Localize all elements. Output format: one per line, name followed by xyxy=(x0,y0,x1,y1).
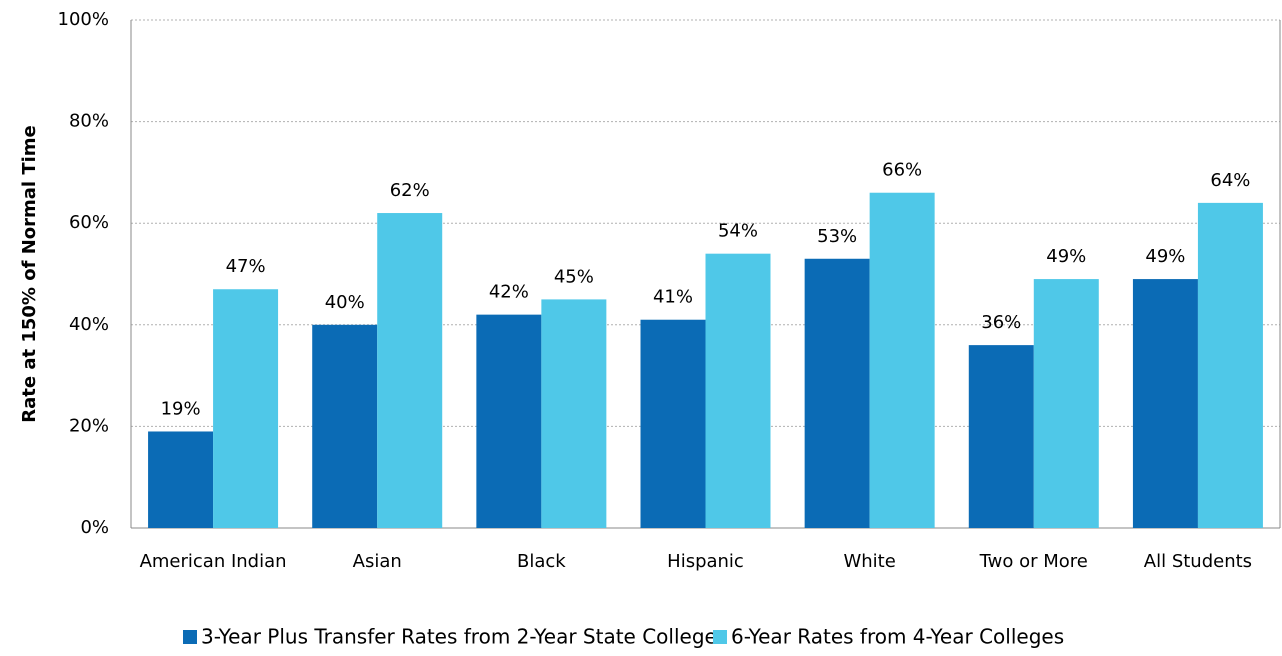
value-label: 64% xyxy=(1210,170,1250,191)
value-label: 19% xyxy=(161,398,201,419)
bar xyxy=(476,314,542,528)
x-tick-label: Two or More xyxy=(979,551,1088,572)
bar xyxy=(968,345,1034,528)
bar xyxy=(804,258,870,528)
x-tick-label: All Students xyxy=(1144,551,1252,572)
legend-label: 3-Year Plus Transfer Rates from 2-Year S… xyxy=(201,625,727,649)
value-label: 54% xyxy=(718,221,758,242)
value-label: 42% xyxy=(489,282,529,303)
bar xyxy=(312,324,378,528)
value-label: 41% xyxy=(653,287,693,308)
y-tick-label: 60% xyxy=(69,212,109,233)
bar xyxy=(377,213,443,529)
y-axis-label: Rate at 150% of Normal Time xyxy=(19,125,40,423)
bar xyxy=(213,289,279,528)
value-label: 45% xyxy=(554,266,594,287)
y-tick-label: 0% xyxy=(80,517,109,538)
value-label: 62% xyxy=(390,180,430,201)
bar xyxy=(869,192,935,528)
legend-swatch xyxy=(713,630,727,644)
value-label: 40% xyxy=(325,292,365,313)
bar xyxy=(541,299,607,528)
x-tick-label: Asian xyxy=(353,551,402,572)
value-label: 47% xyxy=(226,256,266,277)
y-tick-label: 20% xyxy=(69,415,109,436)
bar xyxy=(640,319,706,528)
legend-swatch xyxy=(183,630,197,644)
y-tick-label: 100% xyxy=(58,9,109,30)
bar xyxy=(1132,279,1198,528)
value-label: 53% xyxy=(817,226,857,247)
legend-label: 6-Year Rates from 4-Year Colleges xyxy=(731,625,1064,649)
x-tick-label: Black xyxy=(517,551,566,572)
y-tick-label: 80% xyxy=(69,111,109,132)
x-tick-label: White xyxy=(843,551,895,572)
bar xyxy=(1033,279,1099,528)
x-tick-label: Hispanic xyxy=(667,551,744,572)
x-tick-label: American Indian xyxy=(140,551,287,572)
y-tick-label: 40% xyxy=(69,314,109,335)
value-label: 49% xyxy=(1046,246,1086,267)
bar xyxy=(1197,202,1263,528)
bar xyxy=(705,253,771,528)
bar xyxy=(148,431,214,528)
value-label: 49% xyxy=(1145,246,1185,267)
value-label: 66% xyxy=(882,160,922,181)
value-label: 36% xyxy=(981,312,1021,333)
